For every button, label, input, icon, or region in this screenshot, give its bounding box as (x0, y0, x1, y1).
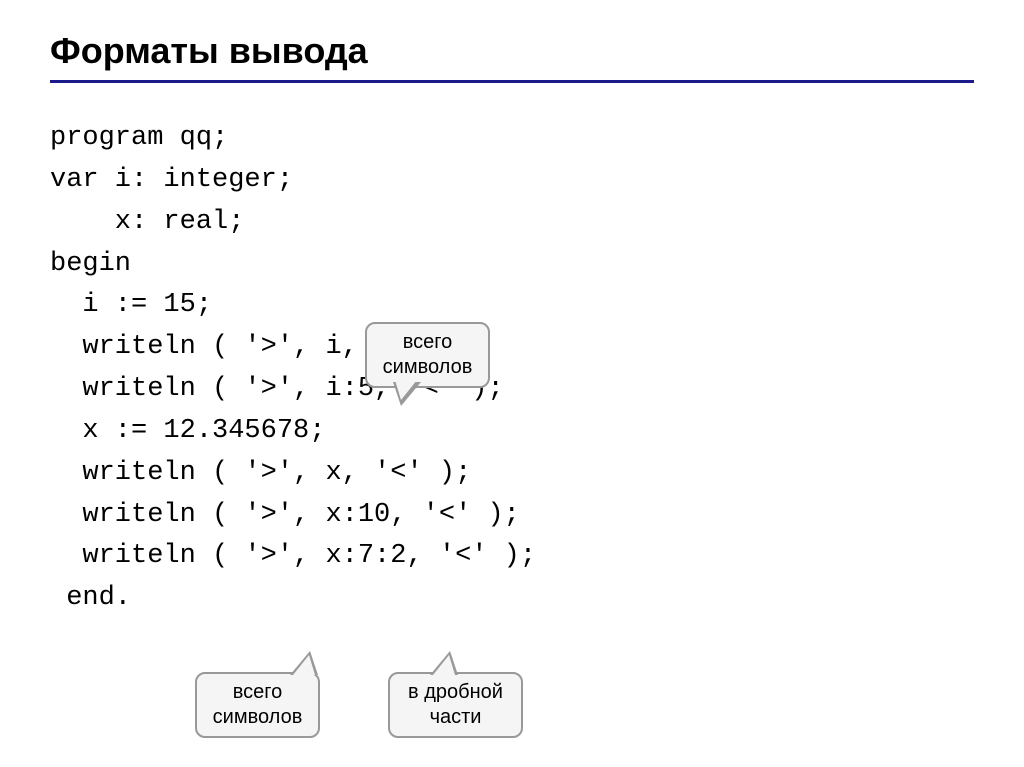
slide-title: Форматы вывода (50, 30, 974, 72)
callout-line: символов (381, 355, 474, 380)
callout-line: части (404, 705, 507, 730)
callout-tail-inner (433, 655, 455, 675)
title-divider (50, 80, 974, 83)
callout-tail-inner (395, 380, 417, 400)
callout-line: символов (211, 705, 304, 730)
code-block: program qq; var i: integer; x: real; beg… (50, 118, 974, 620)
callout-total-chars-top: всего символов (365, 322, 490, 388)
callout-line: в дробной (404, 680, 507, 705)
callout-decimal-part: в дробной части (388, 672, 523, 738)
callout-tail-inner (293, 655, 315, 675)
callout-total-chars-bottom: всего символов (195, 672, 320, 738)
callout-line: всего (381, 330, 474, 355)
callout-line: всего (211, 680, 304, 705)
